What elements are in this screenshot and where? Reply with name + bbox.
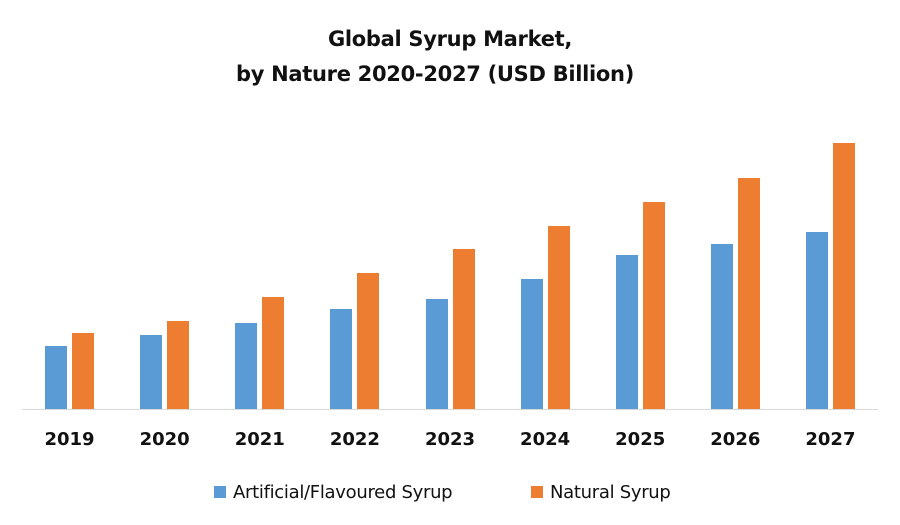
bar-natural-2021 xyxy=(262,297,285,409)
legend-swatch-artificial xyxy=(214,486,226,498)
chart-title: Global Syrup Market, xyxy=(327,27,573,51)
x-tick-label: 2021 xyxy=(234,429,285,450)
bar-natural-2025 xyxy=(642,202,665,409)
x-tick-label: 2026 xyxy=(710,429,761,450)
bar-artificial-2021 xyxy=(235,323,258,409)
bar-artificial-2026 xyxy=(710,244,733,409)
bar-artificial-2024 xyxy=(520,279,543,409)
x-axis-line xyxy=(22,409,878,410)
bar-natural-2024 xyxy=(547,226,570,409)
x-tick-label: 2025 xyxy=(615,429,666,450)
x-tick-label: 2022 xyxy=(329,429,380,450)
legend-label-natural: Natural Syrup xyxy=(550,481,671,503)
bar-natural-2026 xyxy=(737,178,760,409)
x-tick-label: 2023 xyxy=(424,429,476,450)
x-tick-label: 2019 xyxy=(44,429,95,450)
chart-subtitle: by Nature 2020-2027 (USD Billion) xyxy=(236,62,634,86)
bar-artificial-2025 xyxy=(615,255,638,409)
legend-swatch-natural xyxy=(531,486,543,498)
x-tick-label: 2027 xyxy=(805,429,856,450)
x-tick-label: 2024 xyxy=(520,429,571,450)
bar-artificial-2022 xyxy=(330,309,353,409)
legend-label-artificial: Artificial/Flavoured Syrup xyxy=(233,481,453,503)
bar-artificial-2020 xyxy=(140,335,163,409)
bar-artificial-2019 xyxy=(45,346,68,409)
bar-natural-2020 xyxy=(167,321,190,409)
x-tick-label: 2020 xyxy=(139,429,190,450)
bar-artificial-2023 xyxy=(425,299,448,409)
bar-natural-2022 xyxy=(357,273,380,409)
bar-natural-2019 xyxy=(72,333,95,409)
legend: Artificial/Flavoured Syrup Natural Syrup xyxy=(0,478,900,506)
bar-artificial-2027 xyxy=(805,232,828,409)
bar-natural-2027 xyxy=(832,143,855,409)
legend-item-natural[interactable]: Natural Syrup xyxy=(531,478,671,506)
legend-item-artificial[interactable]: Artificial/Flavoured Syrup xyxy=(214,478,453,506)
bar-natural-2023 xyxy=(452,249,475,409)
